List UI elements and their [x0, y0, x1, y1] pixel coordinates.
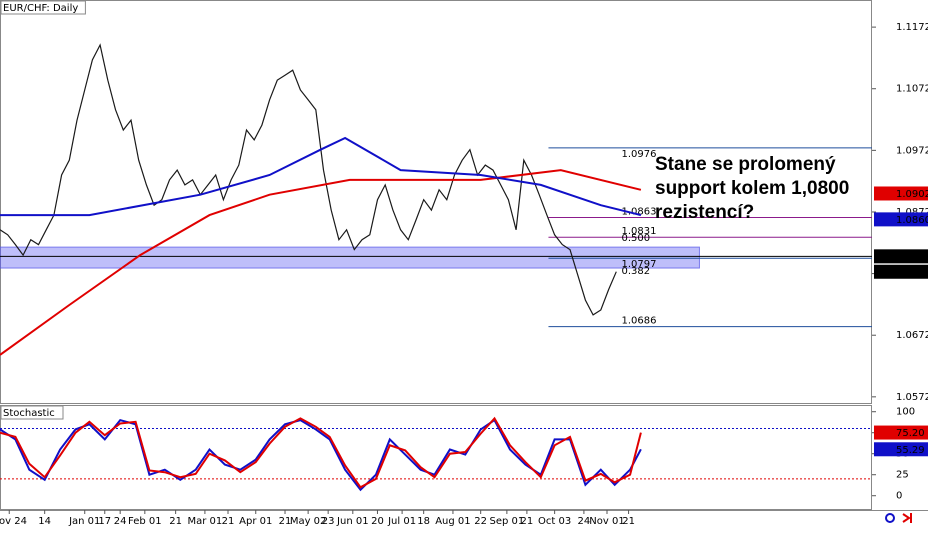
series-line [0, 416, 642, 489]
fib-label: 1.0797 [621, 259, 656, 270]
x-tick-label: Nov 01 [589, 516, 624, 527]
scroll-icon[interactable] [902, 513, 912, 523]
price-tag-label: 55.29 [896, 445, 925, 456]
x-tick-label: Sep 01 [489, 516, 524, 527]
x-tick-label: Mar 01 [188, 516, 223, 527]
fib-ratio: 0.382 [621, 266, 650, 277]
x-tick-label: Jan 01 [68, 516, 100, 527]
x-tick-label: 22 [474, 516, 487, 527]
y-tick-label: 1.1072 [896, 84, 928, 95]
fib-ratio: 0.500 [621, 233, 650, 244]
y-tick-label: 100 [896, 407, 915, 418]
support-zone [0, 246, 700, 269]
x-tick-label: 24 [578, 516, 591, 527]
y-tick-label: 1.1172 [896, 22, 928, 33]
x-tick-label: May 02 [290, 516, 327, 527]
series-line [0, 136, 642, 217]
price-tag-label: 75.20 [896, 428, 925, 439]
fib-label: 1.0831 [621, 226, 656, 237]
x-tick-label: 21 [279, 516, 292, 527]
y-tick-label: 1.0672 [896, 330, 928, 341]
stoch-panel-frame [0, 405, 872, 510]
price-tag-label: 1.0860 [896, 215, 928, 226]
x-tick-label: Aug 01 [435, 516, 470, 527]
x-tick-label: Oct 03 [538, 516, 571, 527]
fib-label: 1.0686 [621, 316, 656, 327]
x-tick-label: 21 [521, 516, 534, 527]
price-tag-label: 1.0902 [896, 189, 928, 200]
x-tick-label: 21 [222, 516, 235, 527]
x-tick-label: 21 [622, 516, 635, 527]
panel-title: EUR/CHF: Daily [3, 3, 78, 14]
main-panel-frame [0, 0, 872, 404]
sync-icon[interactable] [885, 513, 895, 523]
x-tick-label: Jun 01 [336, 516, 369, 527]
series-line [0, 418, 642, 492]
y-tick-label: 25 [896, 470, 909, 481]
x-tick-label: 14 [38, 516, 51, 527]
annotation: support kolem 1,0800 [655, 178, 849, 199]
fib-label: 1.0863 [621, 207, 656, 218]
panel-title: Stochastic [3, 408, 55, 419]
panel-title-box [0, 405, 64, 420]
price-tag [874, 212, 928, 227]
x-tick-label: 24 [114, 516, 127, 527]
price-tag [874, 264, 928, 279]
price-tag [874, 186, 928, 201]
fib-label: 1.0976 [621, 149, 656, 160]
annotation: Stane se prolomený [655, 154, 836, 175]
nav-icons[interactable] [885, 513, 912, 523]
x-tick-label: Nov 24 [0, 516, 27, 527]
x-tick-label: Jul 01 [387, 516, 416, 527]
x-tick-label: 17 [98, 516, 111, 527]
price-tag [874, 442, 928, 457]
price-tag-label: 1.0800 [896, 252, 928, 263]
y-tick-label: 1.0972 [896, 145, 928, 156]
x-tick-label: 18 [417, 516, 430, 527]
price-tag-label: 1.0775 [896, 267, 928, 278]
y-tick-label: 1.0572 [896, 392, 928, 403]
x-tick-label: Feb 01 [128, 516, 162, 527]
y-tick-label: 0 [896, 491, 902, 502]
price-tag [874, 249, 928, 264]
annotation: rezistencí? [655, 202, 754, 223]
x-tick-label: 21 [169, 516, 182, 527]
x-tick-label: Apr 01 [239, 516, 272, 527]
series-line [0, 169, 642, 356]
panel-title-box [0, 0, 86, 15]
x-tick-label: 23 [322, 516, 335, 527]
price-tag [874, 425, 928, 440]
x-tick-label: 20 [371, 516, 384, 527]
series-line [0, 43, 617, 316]
